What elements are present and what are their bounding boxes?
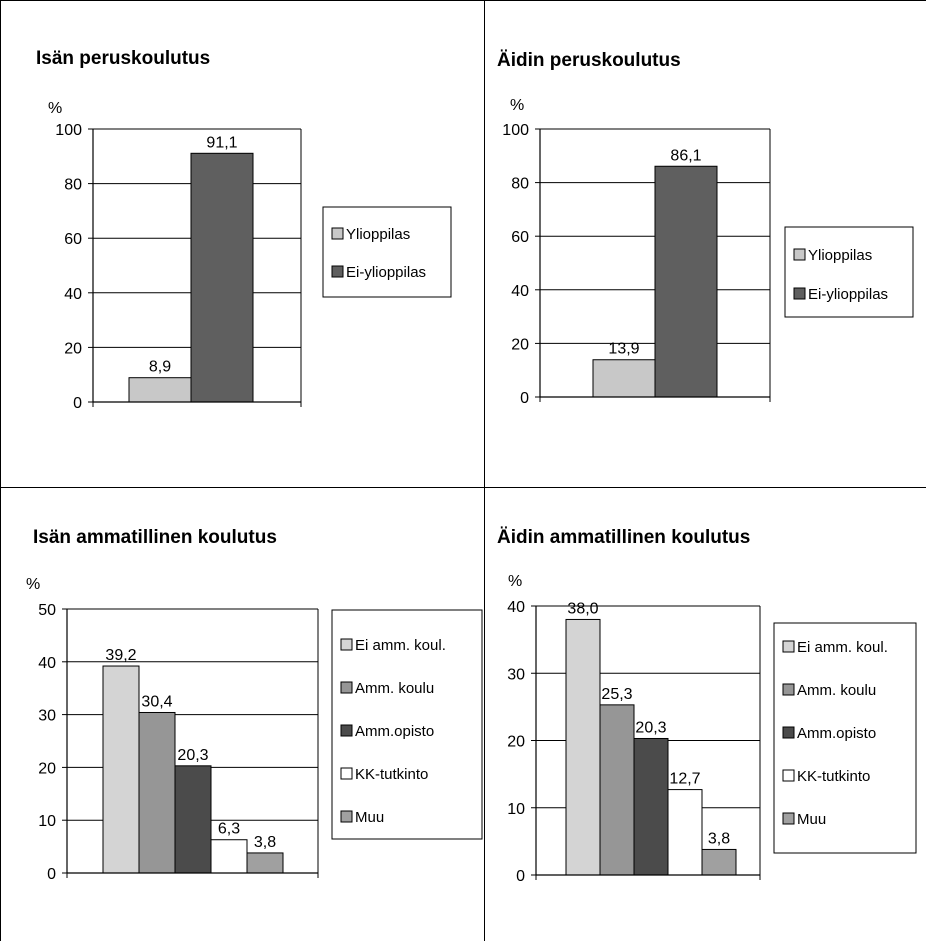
chart4-legend-swatch-2 (782, 683, 795, 696)
chart3-data-label-2: 30,4 (141, 693, 172, 710)
chart4-legend-swatch-5 (782, 812, 795, 825)
chart3-y-tick-label-1: 10 (38, 813, 56, 830)
chart2-y-tick-label-5: 100 (502, 122, 529, 139)
chart4-legend-label-5: Muu (797, 811, 826, 828)
chart3-bar-5 (246, 852, 284, 874)
chart4-y-tick-label-4: 40 (507, 599, 525, 616)
frame-horizontal-divider (0, 487, 926, 488)
chart1-y-tick-label-5: 100 (55, 122, 82, 139)
chart3-bar-3 (174, 765, 212, 874)
chart3-data-label-4: 6,3 (218, 821, 240, 838)
chart4-y-tick-label-0: 0 (516, 868, 525, 885)
chart4-legend-label-1: Ei amm. koul. (797, 639, 888, 656)
chart2-legend-label-2: Ei-ylioppilas (808, 286, 888, 303)
chart3-data-label-1: 39,2 (105, 647, 136, 664)
chart2-bar-1 (592, 359, 656, 398)
chart4-bar-2 (599, 704, 635, 876)
chart1-y-tick-label-4: 80 (64, 177, 82, 194)
chart1-y-tick-label-1: 20 (64, 340, 82, 357)
chart4-data-label-3: 20,3 (635, 719, 666, 736)
chart2-y-tick-label-3: 60 (511, 229, 529, 246)
frame-top-border (0, 0, 926, 1)
chart3-legend-swatch-5 (340, 810, 353, 823)
chart2-legend-swatch-2 (793, 287, 806, 300)
chart4-y-tick-label-2: 20 (507, 734, 525, 751)
chart3-y-tick-label-3: 30 (38, 708, 56, 725)
chart4-y-tick-label-3: 30 (507, 666, 525, 683)
frame-vertical-divider (484, 0, 485, 941)
chart3-legend-swatch-1 (340, 638, 353, 651)
chart3-legend-swatch-2 (340, 681, 353, 694)
chart3-data-label-3: 20,3 (177, 747, 208, 764)
chart1-legend-label-2: Ei-ylioppilas (346, 264, 426, 281)
chart3-legend-label-2: Amm. koulu (355, 680, 434, 697)
chart4-legend-swatch-4 (782, 769, 795, 782)
chart2-legend-box (784, 226, 914, 318)
chart4-data-label-1: 38,0 (567, 600, 598, 617)
chart-title-isan-ammatillinen-koulutus: Isän ammatillinen koulutus (33, 527, 277, 548)
chart4-data-label-2: 25,3 (601, 686, 632, 703)
chart3-bar-4 (210, 839, 248, 874)
chart3-legend-label-3: Amm.opisto (355, 723, 434, 740)
chart3-legend-box (331, 609, 483, 840)
chart3-y-unit-label: % (26, 576, 40, 593)
chart2-y-unit-label: % (510, 97, 524, 114)
chart-title-aidin-peruskoulutus: Äidin peruskoulutus (497, 50, 681, 71)
chart3-bar-2 (138, 711, 176, 874)
chart2-y-tick-label-0: 0 (520, 390, 529, 407)
chart1-legend-swatch-2 (331, 265, 344, 278)
chart1-bar-2 (190, 152, 254, 403)
chart4-bar-5 (701, 848, 737, 876)
chart4-legend-label-4: KK-tutkinto (797, 768, 870, 785)
chart2-data-label-1: 13,9 (608, 341, 639, 358)
chart1-y-tick-label-3: 60 (64, 231, 82, 248)
chart2-legend-label-1: Ylioppilas (808, 247, 872, 264)
chart2-y-tick-label-2: 40 (511, 283, 529, 300)
chart3-data-label-5: 3,8 (254, 834, 276, 851)
chart4-legend-label-3: Amm.opisto (797, 725, 876, 742)
chart1-y-tick-label-2: 40 (64, 286, 82, 303)
chart3-legend-swatch-4 (340, 767, 353, 780)
chart4-legend-box (773, 622, 917, 854)
chart3-y-tick-label-4: 40 (38, 655, 56, 672)
chart-title-aidin-ammatillinen-koulutus: Äidin ammatillinen koulutus (497, 527, 751, 548)
chart2-data-label-2: 86,1 (670, 147, 701, 164)
chart4-legend-swatch-3 (782, 726, 795, 739)
frame-left-border (0, 0, 1, 941)
chart1-y-unit-label: % (48, 100, 62, 117)
chart3-legend-label-4: KK-tutkinto (355, 766, 428, 783)
chart2-y-tick-label-1: 20 (511, 336, 529, 353)
chart1-legend-box (322, 206, 452, 298)
chart3-y-tick-label-2: 20 (38, 760, 56, 777)
chart4-bar-1 (565, 618, 601, 876)
chart2-y-tick-label-4: 80 (511, 176, 529, 193)
chart4-legend-label-2: Amm. koulu (797, 682, 876, 699)
chart2-legend-swatch-1 (793, 248, 806, 261)
chart3-y-tick-label-0: 0 (47, 866, 56, 883)
chart4-y-tick-label-1: 10 (507, 801, 525, 818)
chart4-data-label-5: 3,8 (708, 830, 730, 847)
chart2-bar-2 (654, 165, 718, 398)
chart4-bar-4 (667, 789, 703, 876)
chart3-y-tick-label-5: 50 (38, 602, 56, 619)
chart1-legend-label-1: Ylioppilas (346, 226, 410, 243)
chart3-legend-swatch-3 (340, 724, 353, 737)
chart1-bar-1 (128, 377, 192, 403)
chart4-legend-swatch-1 (782, 640, 795, 653)
chart3-legend-label-1: Ei amm. koul. (355, 637, 446, 654)
chart1-legend-swatch-1 (331, 227, 344, 240)
chart4-y-unit-label: % (508, 573, 522, 590)
chart4-data-label-4: 12,7 (669, 771, 700, 788)
chart1-data-label-1: 8,9 (149, 359, 171, 376)
chart3-legend-label-5: Muu (355, 809, 384, 826)
chart1-data-label-2: 91,1 (206, 134, 237, 151)
chart-title-isan-peruskoulutus: Isän peruskoulutus (36, 48, 211, 69)
chart1-y-tick-label-0: 0 (73, 395, 82, 412)
chart4-bar-3 (633, 737, 669, 876)
chart3-bar-1 (102, 665, 140, 874)
